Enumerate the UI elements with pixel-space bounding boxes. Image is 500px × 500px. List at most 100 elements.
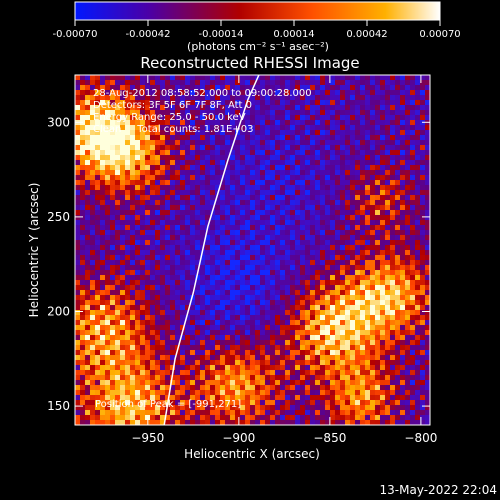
heatmap-cell [225, 310, 230, 315]
heatmap-cell [230, 330, 235, 335]
heatmap-cell [370, 320, 375, 325]
heatmap-cell [100, 305, 105, 310]
heatmap-cell [350, 410, 355, 415]
heatmap-cell [150, 80, 155, 85]
heatmap-cell [305, 315, 310, 320]
heatmap-cell [80, 250, 85, 255]
heatmap-cell [115, 230, 120, 235]
heatmap-cell [175, 180, 180, 185]
heatmap-cell [95, 105, 100, 110]
heatmap-cell [95, 145, 100, 150]
heatmap-cell [210, 220, 215, 225]
heatmap-cell [255, 245, 260, 250]
heatmap-cell [135, 310, 140, 315]
heatmap-cell [400, 195, 405, 200]
heatmap-cell [350, 190, 355, 195]
heatmap-cell [285, 350, 290, 355]
heatmap-cell [80, 390, 85, 395]
heatmap-cell [365, 150, 370, 155]
heatmap-cell [120, 245, 125, 250]
heatmap-cell [85, 125, 90, 130]
heatmap-cell [320, 85, 325, 90]
heatmap-cell [415, 185, 420, 190]
heatmap-cell [320, 335, 325, 340]
heatmap-cell [320, 270, 325, 275]
heatmap-cell [120, 125, 125, 130]
heatmap-cell [310, 230, 315, 235]
heatmap-cell [135, 240, 140, 245]
heatmap-cell [285, 140, 290, 145]
heatmap-cell [145, 395, 150, 400]
heatmap-cell [185, 75, 190, 80]
heatmap-cell [385, 80, 390, 85]
heatmap-cell [155, 135, 160, 140]
heatmap-cell [420, 365, 425, 370]
heatmap-cell [230, 255, 235, 260]
heatmap-cell [385, 320, 390, 325]
heatmap-cell [350, 265, 355, 270]
heatmap-cell [105, 220, 110, 225]
heatmap-cell [240, 120, 245, 125]
heatmap-cell [335, 400, 340, 405]
heatmap-cell [315, 155, 320, 160]
heatmap-cell [170, 340, 175, 345]
heatmap-cell [425, 385, 430, 390]
heatmap-cell [325, 245, 330, 250]
heatmap-cell [215, 415, 220, 420]
heatmap-cell [385, 395, 390, 400]
heatmap-cell [245, 95, 250, 100]
heatmap-cell [300, 230, 305, 235]
heatmap-cell [85, 390, 90, 395]
heatmap-cell [340, 115, 345, 120]
heatmap-cell [275, 320, 280, 325]
heatmap-cell [240, 240, 245, 245]
heatmap-cell [100, 345, 105, 350]
heatmap-cell [85, 135, 90, 140]
heatmap-cell [310, 80, 315, 85]
heatmap-cell [230, 415, 235, 420]
heatmap-cell [355, 150, 360, 155]
heatmap-cell [370, 325, 375, 330]
heatmap-cell [230, 185, 235, 190]
heatmap-cell [325, 175, 330, 180]
heatmap-cell [230, 310, 235, 315]
heatmap-cell [140, 315, 145, 320]
heatmap-cell [385, 300, 390, 305]
heatmap-cell [380, 395, 385, 400]
heatmap-cell [150, 265, 155, 270]
heatmap-cell [225, 330, 230, 335]
heatmap-cell [190, 280, 195, 285]
heatmap-cell [370, 405, 375, 410]
heatmap-cell [350, 230, 355, 235]
heatmap-cell [90, 345, 95, 350]
heatmap-cell [140, 310, 145, 315]
heatmap-cell [215, 255, 220, 260]
heatmap-cell [100, 125, 105, 130]
heatmap-cell [125, 410, 130, 415]
heatmap-cell [110, 155, 115, 160]
heatmap-cell [360, 415, 365, 420]
heatmap-cell [300, 200, 305, 205]
heatmap-cell [170, 270, 175, 275]
heatmap-cell [290, 145, 295, 150]
heatmap-cell [85, 320, 90, 325]
heatmap-cell [275, 405, 280, 410]
heatmap-cell [75, 230, 80, 235]
heatmap-cell [335, 295, 340, 300]
heatmap-cell [370, 185, 375, 190]
heatmap-cell [405, 165, 410, 170]
heatmap-cell [325, 370, 330, 375]
heatmap-cell [140, 265, 145, 270]
heatmap-cell [190, 250, 195, 255]
plot-frame [74, 74, 431, 426]
heatmap-cell [145, 105, 150, 110]
heatmap-cell [320, 320, 325, 325]
heatmap-cell [120, 190, 125, 195]
heatmap-cell [155, 185, 160, 190]
heatmap-cell [425, 310, 430, 315]
heatmap-cell [350, 130, 355, 135]
heatmap-cell [330, 360, 335, 365]
heatmap-cell [390, 205, 395, 210]
heatmap-cell [100, 390, 105, 395]
heatmap-cell [105, 75, 110, 80]
